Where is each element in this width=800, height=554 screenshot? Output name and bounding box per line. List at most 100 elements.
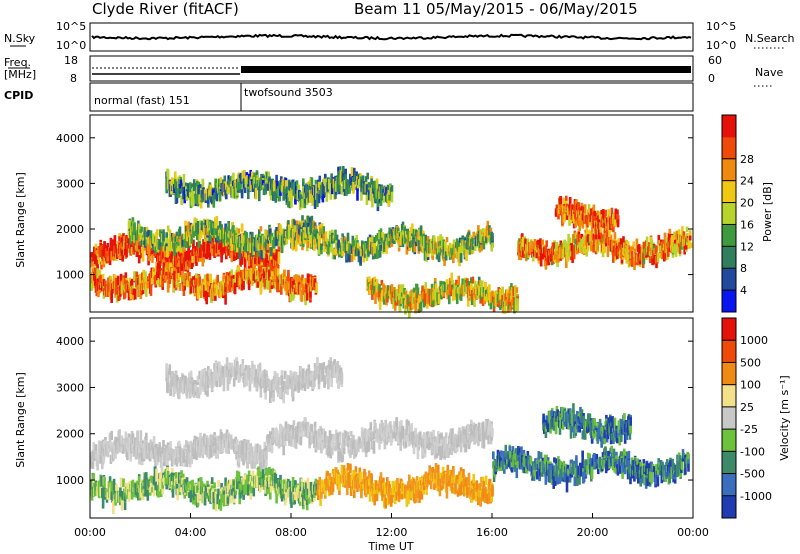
echo-cell	[335, 246, 338, 255]
echo-cell	[539, 255, 543, 266]
echo-cell	[214, 228, 218, 235]
echo-cell	[159, 275, 163, 286]
echo-cell	[257, 240, 260, 251]
echo-cell	[139, 232, 143, 241]
freq-tick-high: 18	[64, 54, 78, 67]
echo-cell	[130, 247, 134, 255]
echo-cell	[343, 179, 347, 190]
echo-cell	[221, 276, 225, 288]
echo-cell	[115, 287, 119, 293]
echo-cell	[367, 189, 371, 201]
echo-cell	[685, 226, 689, 233]
echo-cell	[102, 255, 106, 268]
echo-cell	[241, 170, 245, 182]
echo-cell	[240, 173, 243, 184]
echo-cell	[335, 234, 339, 241]
echo-cell	[559, 197, 563, 206]
echo-cell	[230, 252, 234, 263]
echo-cell	[590, 224, 594, 237]
echo-cell	[452, 239, 456, 245]
echo-cell	[287, 272, 290, 282]
echo-cell	[613, 232, 617, 240]
echo-cell	[312, 220, 315, 228]
echo-cell	[192, 226, 195, 238]
echo-cell	[404, 291, 408, 298]
echo-cell	[374, 246, 377, 254]
echo-cell	[260, 265, 263, 272]
echo-cell	[195, 256, 198, 266]
beam-date-range: Beam 11 05/May/2015 - 06/May/2015	[354, 0, 638, 18]
echo-cell	[272, 275, 275, 281]
range-tick-label: 4000	[56, 132, 84, 145]
echo-cell	[224, 282, 227, 293]
echo-cell	[462, 243, 466, 256]
echo-cell	[293, 189, 296, 196]
echo-cell	[491, 236, 494, 248]
echo-cell	[96, 457, 99, 471]
nsearch-label: N.Search	[745, 32, 795, 45]
echo-cell	[294, 195, 297, 203]
echo-cell	[174, 186, 178, 193]
echo-cell	[531, 241, 534, 249]
echo-cell	[561, 242, 564, 251]
echo-cell	[240, 223, 244, 232]
echo-cell	[301, 280, 304, 288]
echo-cell	[344, 168, 347, 177]
echo-cell	[486, 220, 490, 228]
echo-cell	[198, 276, 201, 287]
echo-cell	[177, 440, 181, 447]
echo-cell	[310, 177, 314, 187]
echo-cell	[203, 284, 206, 297]
echo-cell	[341, 236, 344, 243]
echo-cell	[229, 280, 232, 293]
echo-cell	[561, 206, 565, 213]
echo-cell	[162, 252, 165, 262]
echo-cell	[291, 189, 294, 195]
echo-cell	[118, 236, 121, 242]
echo-cell	[234, 272, 238, 281]
echo-cell	[452, 254, 455, 264]
echo-cell	[166, 254, 169, 267]
echo-cell	[255, 171, 259, 178]
echo-cell	[129, 232, 132, 245]
echo-cell	[114, 436, 117, 447]
echo-cell	[415, 229, 418, 236]
echo-cell	[254, 257, 257, 266]
echo-cell	[279, 277, 282, 283]
echo-cell	[390, 284, 394, 292]
echo-cell	[184, 251, 187, 263]
echo-cell	[308, 180, 311, 186]
range-tick-label: 3000	[56, 177, 84, 190]
echo-cell	[561, 212, 565, 224]
echo-cell	[599, 223, 603, 233]
echo-cell	[227, 248, 230, 256]
echo-cell	[456, 287, 460, 294]
echo-cell	[484, 228, 487, 242]
echo-cell	[285, 234, 289, 244]
cpid-segment-1: normal (fast) 151	[94, 94, 190, 107]
echo-cell	[520, 234, 523, 244]
echo-cell	[188, 457, 192, 464]
echo-cell	[278, 191, 281, 202]
echo-cell	[154, 458, 157, 471]
echo-cell	[108, 255, 112, 266]
echo-cell	[378, 231, 381, 240]
echo-cell	[570, 243, 574, 252]
echo-cell	[637, 254, 640, 266]
echo-cell	[204, 198, 208, 204]
echo-cell	[386, 184, 390, 194]
echo-cell	[473, 280, 477, 291]
echo-cell	[132, 288, 135, 296]
echo-cell	[243, 254, 247, 262]
echo-cell	[227, 222, 230, 234]
echo-cell	[572, 214, 576, 224]
velocity-echo-cells	[90, 357, 690, 514]
echo-cell	[256, 279, 260, 288]
echo-cell	[278, 274, 281, 280]
echo-cell	[230, 234, 234, 244]
echo-cell	[182, 452, 186, 459]
echo-cell	[134, 233, 138, 246]
echo-cell	[129, 244, 132, 256]
echo-cell	[185, 261, 188, 270]
echo-cell	[339, 176, 343, 185]
